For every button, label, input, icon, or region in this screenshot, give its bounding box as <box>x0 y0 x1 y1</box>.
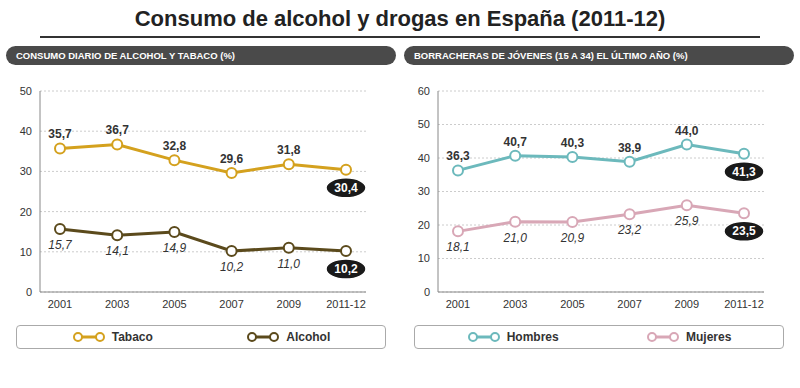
svg-text:14,1: 14,1 <box>106 244 129 258</box>
svg-text:36,7: 36,7 <box>106 123 130 137</box>
svg-text:2011-12: 2011-12 <box>326 298 366 310</box>
svg-text:40,3: 40,3 <box>561 136 585 150</box>
svg-text:21,0: 21,0 <box>503 231 528 245</box>
svg-text:36,3: 36,3 <box>446 149 470 163</box>
svg-text:20,9: 20,9 <box>560 231 585 245</box>
svg-text:23,5: 23,5 <box>732 224 756 238</box>
svg-text:30,4: 30,4 <box>334 181 358 195</box>
svg-text:2003: 2003 <box>105 298 129 310</box>
svg-text:2005: 2005 <box>162 298 186 310</box>
svg-text:0: 0 <box>424 286 430 298</box>
svg-text:10: 10 <box>20 246 32 258</box>
svg-text:38,9: 38,9 <box>618 141 642 155</box>
svg-text:23,2: 23,2 <box>617 223 642 237</box>
svg-text:32,8: 32,8 <box>163 139 187 153</box>
svg-text:35,7: 35,7 <box>48 127 72 141</box>
svg-text:0: 0 <box>26 286 32 298</box>
svg-text:2001: 2001 <box>446 298 470 310</box>
svg-text:40: 40 <box>418 152 430 164</box>
svg-text:18,1: 18,1 <box>446 240 469 254</box>
svg-text:10,2: 10,2 <box>220 260 244 274</box>
svg-text:25,9: 25,9 <box>674 214 699 228</box>
svg-text:15,7: 15,7 <box>48 238 73 252</box>
html-text:Alcohol: Alcohol <box>286 330 331 344</box>
svg-text:20: 20 <box>418 219 430 231</box>
html-text:CONSUMO DIARIO DE ALCOHOL Y TA: CONSUMO DIARIO DE ALCOHOL Y TABACO (%) <box>16 50 235 61</box>
svg-text:50: 50 <box>20 85 32 97</box>
svg-text:30: 30 <box>20 165 32 177</box>
svg-text:60: 60 <box>418 85 430 97</box>
svg-text:41,3: 41,3 <box>732 165 756 179</box>
svg-text:40,7: 40,7 <box>504 135 528 149</box>
svg-text:2007: 2007 <box>617 298 641 310</box>
svg-text:2001: 2001 <box>48 298 72 310</box>
svg-text:40: 40 <box>20 125 32 137</box>
svg-text:10: 10 <box>418 252 430 264</box>
html-text:Mujeres: Mujeres <box>686 330 732 344</box>
svg-text:30: 30 <box>418 185 430 197</box>
svg-text:29,6: 29,6 <box>220 152 244 166</box>
svg-text:2007: 2007 <box>219 298 243 310</box>
svg-text:2009: 2009 <box>675 298 699 310</box>
html-text:Hombres: Hombres <box>506 330 559 344</box>
svg-text:2005: 2005 <box>560 298 584 310</box>
html-text:BORRACHERAS DE JÓVENES (15 A 3: BORRACHERAS DE JÓVENES (15 A 34) EL ÚLTI… <box>414 50 688 61</box>
html-text:Consumo de alcohol y drogas en: Consumo de alcohol y drogas en España (2… <box>134 6 666 31</box>
svg-text:2009: 2009 <box>277 298 301 310</box>
svg-text:10,2: 10,2 <box>334 262 358 276</box>
svg-text:31,8: 31,8 <box>277 143 301 157</box>
svg-text:44,0: 44,0 <box>675 124 699 138</box>
svg-text:50: 50 <box>418 118 430 130</box>
svg-text:11,0: 11,0 <box>278 257 301 271</box>
svg-text:14,9: 14,9 <box>163 241 187 255</box>
svg-text:2011-12: 2011-12 <box>724 298 764 310</box>
html-text:Tabaco: Tabaco <box>111 330 153 344</box>
svg-text:2003: 2003 <box>503 298 527 310</box>
svg-text:20: 20 <box>20 206 32 218</box>
